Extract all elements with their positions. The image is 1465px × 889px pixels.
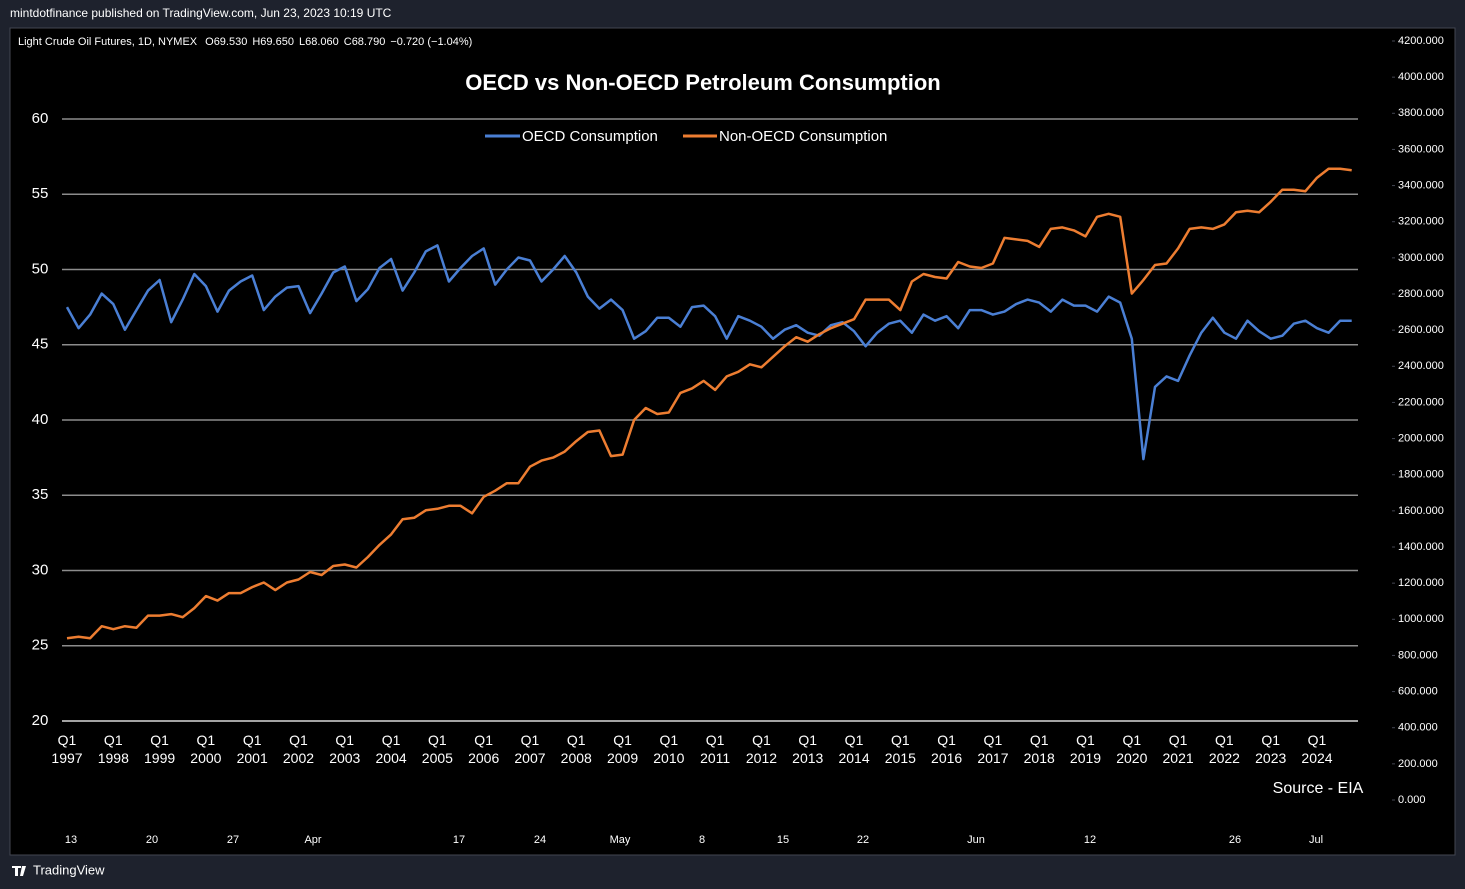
time-label: 12 <box>1084 834 1096 846</box>
price-tick-label: 1600.000 <box>1398 505 1444 517</box>
price-tick-label: 0.000 <box>1398 794 1426 806</box>
price-tick-label: 3000.000 <box>1398 252 1444 264</box>
time-label: 13 <box>65 834 77 846</box>
price-tick-label: 3400.000 <box>1398 179 1444 191</box>
price-tick-label: 2600.000 <box>1398 324 1444 336</box>
ohlc-label: O <box>205 36 214 48</box>
x-tick-label: Q1 2004 <box>375 732 407 766</box>
symbol-name: Light Crude Oil Futures, 1D, NYMEX <box>18 36 198 48</box>
x-tick-label: Q1 2008 <box>560 732 592 766</box>
time-label: May <box>610 834 631 846</box>
price-tick-label: 400.000 <box>1398 722 1438 734</box>
x-tick-label: Q1 2006 <box>468 732 500 766</box>
y-tick-label: 25 <box>32 637 49 654</box>
price-tick-label: 1200.000 <box>1398 577 1444 589</box>
x-tick-label: Q1 2022 <box>1208 732 1240 766</box>
x-tick-label: Q1 2023 <box>1255 732 1287 766</box>
x-tick-label: Q1 2003 <box>329 732 361 766</box>
ohlc-change: −0.720 (−1.04%) <box>390 36 472 48</box>
x-tick-label: Q1 2019 <box>1069 732 1102 766</box>
publisher-line: mintdotfinance published on TradingView.… <box>10 6 392 20</box>
footer-brand: TradingView <box>33 862 105 877</box>
x-tick-label: Q1 2001 <box>236 732 268 766</box>
ohlc-value: 68.790 <box>352 36 386 48</box>
x-tick-label: Q1 2013 <box>792 732 824 766</box>
price-tick-label: 2200.000 <box>1398 396 1444 408</box>
ohlc-label: H <box>252 36 260 48</box>
price-tick-label: 600.000 <box>1398 685 1438 697</box>
y-tick-label: 60 <box>32 110 49 127</box>
price-tick-label: 3800.000 <box>1398 107 1444 119</box>
time-label: 20 <box>146 834 158 846</box>
x-tick-label: Q1 1998 <box>97 732 129 766</box>
price-tick-label: 2400.000 <box>1398 360 1444 372</box>
price-tick-label: 1000.000 <box>1398 613 1444 625</box>
tv-logo <box>12 866 26 876</box>
chart-pane <box>9 27 1456 856</box>
price-tick-label: 4000.000 <box>1398 71 1444 83</box>
price-tick-label: 1400.000 <box>1398 541 1444 553</box>
x-tick-label: Q1 2021 <box>1162 732 1194 766</box>
time-label: Apr <box>304 834 321 846</box>
legend-label: Non-OECD Consumption <box>719 128 887 145</box>
price-tick-label: 2000.000 <box>1398 432 1444 444</box>
x-tick-label: Q1 2018 <box>1023 732 1055 766</box>
ohlc-value: 69.650 <box>260 36 294 48</box>
price-tick-label: 200.000 <box>1398 758 1438 770</box>
ohlc-label: C <box>344 36 352 48</box>
x-tick-label: Q1 1997 <box>51 732 83 766</box>
x-tick-label: Q1 2016 <box>931 732 963 766</box>
legend-label: OECD Consumption <box>522 128 658 145</box>
time-label: 26 <box>1229 834 1241 846</box>
time-label: Jul <box>1309 834 1323 846</box>
x-tick-label: Q1 1999 <box>144 732 176 766</box>
price-tick-label: 2800.000 <box>1398 288 1444 300</box>
y-tick-label: 20 <box>32 712 49 729</box>
ohlc-label: L <box>299 36 305 48</box>
x-tick-label: Q1 2000 <box>190 732 222 766</box>
x-tick-label: Q1 2002 <box>282 732 315 766</box>
time-label: 24 <box>534 834 546 846</box>
y-tick-label: 45 <box>32 336 49 353</box>
price-tick-label: 1800.000 <box>1398 469 1444 481</box>
y-tick-label: 50 <box>32 260 49 277</box>
y-tick-label: 40 <box>32 411 49 428</box>
time-label: 22 <box>857 834 869 846</box>
series-line <box>65 244 1352 461</box>
y-tick-label: 30 <box>32 561 49 578</box>
time-label: Jun <box>967 834 985 846</box>
series-line <box>66 167 1352 640</box>
x-tick-label: Q1 2024 <box>1301 732 1333 766</box>
price-tick-label: 3200.000 <box>1398 216 1444 228</box>
x-tick-label: Q1 2014 <box>838 732 870 766</box>
price-tick-label: 3600.000 <box>1398 143 1444 155</box>
x-tick-label: Q1 2007 <box>514 732 546 766</box>
x-tick-label: Q1 2005 <box>421 732 453 766</box>
x-tick-label: Q1 2017 <box>977 732 1009 766</box>
x-tick-label: Q1 2011 <box>700 732 731 766</box>
ohlc-value: 69.530 <box>214 36 248 48</box>
price-tick-label: 4200.000 <box>1398 35 1444 47</box>
x-tick-label: Q1 2020 <box>1116 732 1148 766</box>
x-tick-label: Q1 2015 <box>884 732 916 766</box>
y-tick-label: 35 <box>32 486 49 503</box>
time-label: 17 <box>453 834 465 846</box>
source-note: Source - EIA <box>1273 780 1364 797</box>
x-tick-label: Q1 2009 <box>606 732 639 766</box>
x-tick-label: Q1 2010 <box>653 732 685 766</box>
time-label: 15 <box>777 834 789 846</box>
time-label: 8 <box>699 834 705 846</box>
chart-title: OECD vs Non-OECD Petroleum Consumption <box>465 70 940 95</box>
ohlc-value: 68.060 <box>305 36 339 48</box>
x-tick-label: Q1 2012 <box>745 732 778 766</box>
y-tick-label: 55 <box>32 185 49 202</box>
price-tick-label: 800.000 <box>1398 649 1438 661</box>
time-label: 27 <box>227 834 239 846</box>
